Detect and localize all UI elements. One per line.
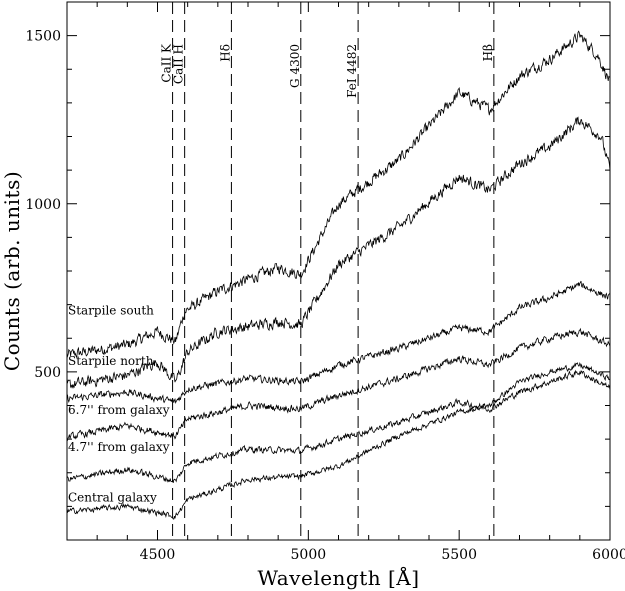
series-labels: Starpile south Starpile north 6.7'' from g… xyxy=(68,304,170,505)
x-tick-label: 5500 xyxy=(441,547,477,563)
marker-label: CaII K xyxy=(160,43,174,83)
plot-frame xyxy=(66,1,611,541)
spectra-series xyxy=(66,30,611,520)
x-tick-label: 4500 xyxy=(140,547,176,563)
y-tick-label: 500 xyxy=(34,365,61,381)
marker-label: Hβ xyxy=(481,44,495,61)
axes: 4500 5000 5500 6000 500 1000 1500 xyxy=(25,1,625,563)
spectrum-series xyxy=(66,361,611,520)
x-tick-label: 6000 xyxy=(592,547,625,563)
series-label: Central galaxy xyxy=(68,490,157,504)
series-label: Starpile north xyxy=(68,354,154,368)
marker-label: G 4300 xyxy=(288,44,302,88)
series-label: 6.7'' from galaxy xyxy=(68,403,170,417)
series-label: Starpile south xyxy=(68,304,154,318)
marker-label: CaII H xyxy=(172,44,186,84)
spectrum-series xyxy=(66,369,611,483)
spectrum-series xyxy=(66,280,611,405)
y-tick-label: 1500 xyxy=(25,29,61,45)
spectrum-series xyxy=(66,327,611,441)
marker-label: Hδ xyxy=(218,44,232,62)
spectrum-series xyxy=(66,116,611,389)
y-tick-label: 1000 xyxy=(25,197,61,213)
y-axis-title: Counts (arb. units) xyxy=(0,171,24,371)
marker-label: FeI 4482 xyxy=(345,44,359,98)
x-tick-label: 5000 xyxy=(291,547,327,563)
x-axis-title: Wavelength [Å] xyxy=(257,565,419,590)
series-label: 4.7'' from galaxy xyxy=(68,440,170,454)
spectrum-series xyxy=(66,30,611,359)
